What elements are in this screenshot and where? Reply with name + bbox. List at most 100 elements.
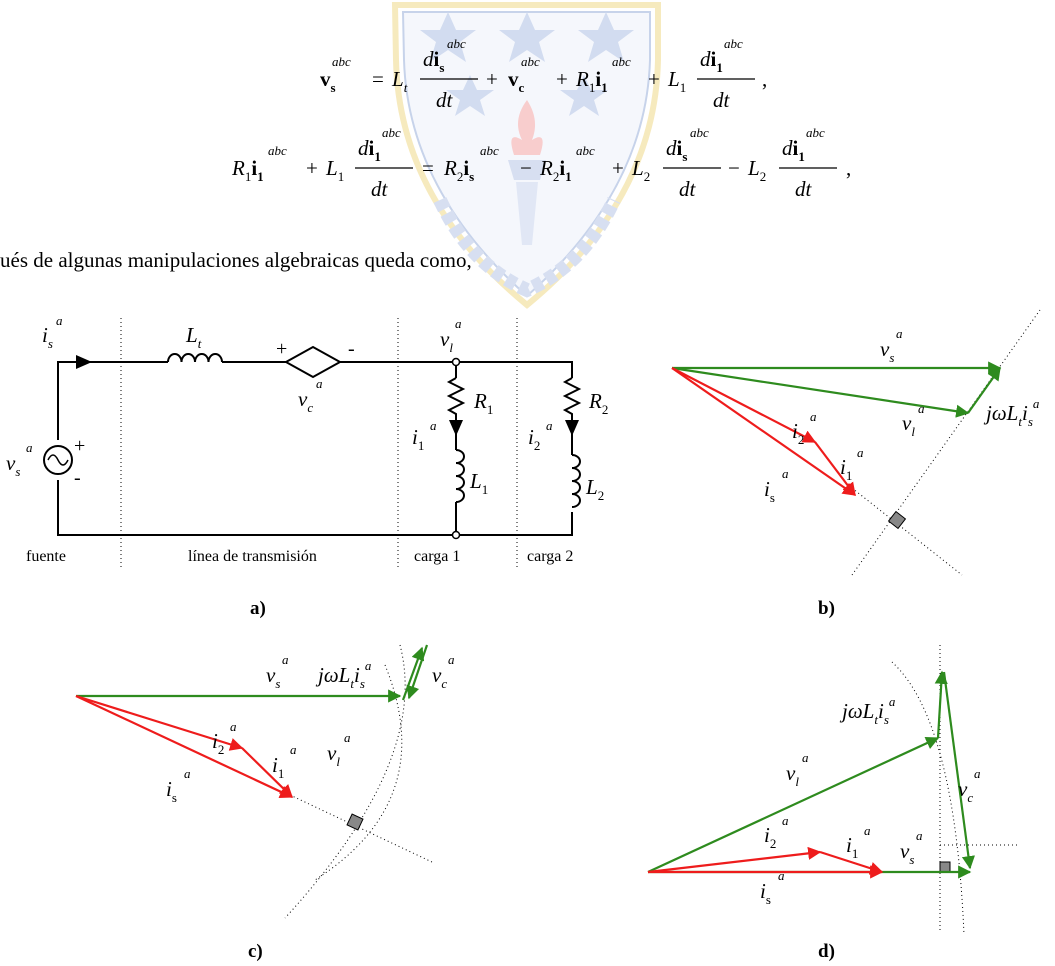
resistor-r1: [446, 377, 466, 436]
svg-text:a: a: [290, 742, 297, 757]
svg-text:a: a: [430, 418, 437, 433]
svg-text:i2: i2: [528, 425, 540, 453]
svg-text:L1: L1: [325, 156, 344, 184]
svg-text:i1: i1: [272, 753, 284, 781]
svg-text:abc: abc: [521, 54, 540, 69]
svg-text:jωLtisa: jωLtisa: [315, 658, 372, 691]
circuit-diagram: [43, 318, 582, 568]
i2-arrow: [565, 420, 579, 436]
svg-text:abc: abc: [332, 54, 351, 69]
svg-text:dt: dt: [795, 177, 813, 201]
phasor-diagram-c: vs a vl a vc a i2 a i1 a is a jωLtisa: [75, 644, 455, 919]
svg-text:vs: vs: [900, 839, 914, 867]
svg-text:i1: i1: [840, 455, 852, 483]
svg-text:di1: di1: [358, 136, 381, 164]
phasor-diagram-d: vl a vc a vs a i2 a i1 a is a jωLtisa: [647, 645, 1020, 936]
svg-text:a: a: [778, 868, 785, 883]
svg-text:=: =: [372, 67, 384, 91]
inductor-l2: [571, 454, 581, 508]
svg-text:a: a: [344, 730, 351, 745]
svg-text:vl: vl: [327, 741, 340, 769]
svg-text:R2i1: R2i1: [539, 156, 572, 184]
svg-text:a: a: [857, 445, 864, 460]
caption-a: a): [250, 598, 266, 619]
equations: vs abc = Lt dis abc dt + vc abc + R1i1 a…: [231, 36, 851, 201]
svg-text:dt: dt: [713, 88, 731, 112]
svg-text:abc: abc: [480, 143, 499, 158]
voltage-source-vs: [43, 445, 73, 475]
svg-text:vl: vl: [786, 761, 799, 789]
svg-text:vc: vc: [298, 387, 313, 415]
svg-text:a: a: [864, 823, 871, 838]
svg-text:a: a: [56, 313, 63, 328]
svg-text:a: a: [282, 652, 289, 667]
svg-text:dt: dt: [679, 177, 697, 201]
body-text: ués de algunas manipulaciones algebraica…: [0, 248, 472, 272]
caption-b: b): [818, 598, 835, 619]
svg-text:vs: vs: [880, 337, 894, 365]
svg-text:i2: i2: [212, 729, 224, 757]
circuit-labels: is a Lt + - vc a vl a vs a + - R1 R2 i1 …: [6, 313, 608, 503]
svg-text:R2: R2: [588, 389, 608, 417]
caption-d: d): [818, 941, 835, 962]
svg-text:a: a: [230, 719, 237, 734]
svg-text:di1: di1: [700, 47, 723, 75]
svg-text:R1i1: R1i1: [575, 67, 608, 95]
section-carga2: carga 2: [527, 548, 573, 565]
svg-text:L1: L1: [667, 67, 686, 95]
svg-text:vl: vl: [902, 411, 915, 439]
section-fuente: fuente: [26, 548, 66, 565]
svg-text:a: a: [974, 766, 981, 781]
svg-text:R1i1: R1i1: [231, 156, 264, 184]
phasor-diagram-b: vs a vl a i2 a i1 a is a jωLtisa: [671, 309, 1041, 576]
svg-text:is: is: [42, 323, 53, 351]
svg-text:abc: abc: [690, 125, 709, 140]
svg-text:a: a: [810, 409, 817, 424]
svg-text:vs: vs: [320, 67, 336, 95]
svg-text:i2: i2: [764, 823, 776, 851]
svg-text:−: −: [520, 156, 532, 180]
svg-text:dt: dt: [436, 88, 454, 112]
svg-text:L1: L1: [469, 469, 488, 497]
inductor-l1: [455, 449, 465, 503]
svg-text:i1: i1: [846, 833, 858, 861]
svg-text:di1: di1: [782, 136, 805, 164]
svg-text:a: a: [184, 766, 191, 781]
svg-text:vc: vc: [958, 777, 973, 805]
svg-text:a: a: [316, 376, 323, 391]
svg-text:abc: abc: [576, 143, 595, 158]
svg-text:abc: abc: [447, 36, 466, 51]
svg-text:a: a: [782, 466, 789, 481]
svg-text:L2: L2: [747, 156, 766, 184]
svg-text:is: is: [166, 777, 177, 805]
watermark-seal: [391, 1, 661, 309]
svg-text:+: +: [276, 338, 287, 360]
svg-text:R2is: R2is: [443, 156, 474, 184]
svg-text:dis: dis: [423, 47, 444, 75]
svg-text:a: a: [26, 440, 33, 455]
svg-text:-: -: [348, 338, 355, 360]
svg-text:a: a: [916, 828, 923, 843]
svg-text:abc: abc: [806, 125, 825, 140]
svg-text:R1: R1: [473, 389, 493, 417]
svg-text:i1: i1: [412, 425, 424, 453]
svg-text:i2: i2: [792, 419, 804, 447]
svg-text:-: -: [74, 467, 81, 489]
section-linea: línea de transmisión: [188, 548, 317, 565]
svg-text:abc: abc: [382, 125, 401, 140]
svg-text:jωLtisa: jωLtisa: [839, 694, 896, 727]
i1-arrow: [449, 420, 463, 436]
svg-text:Lt: Lt: [185, 323, 202, 351]
is-arrow: [76, 355, 92, 369]
svg-text:a: a: [782, 813, 789, 828]
caption-c: c): [248, 941, 263, 962]
svg-text:=: =: [422, 156, 434, 180]
svg-text:a: a: [802, 750, 809, 765]
svg-text:+: +: [74, 435, 85, 457]
svg-text:,: ,: [846, 156, 851, 180]
svg-text:L2: L2: [585, 475, 604, 503]
svg-text:abc: abc: [268, 143, 287, 158]
svg-text:abc: abc: [612, 54, 631, 69]
dependent-source-vc: [283, 345, 343, 379]
